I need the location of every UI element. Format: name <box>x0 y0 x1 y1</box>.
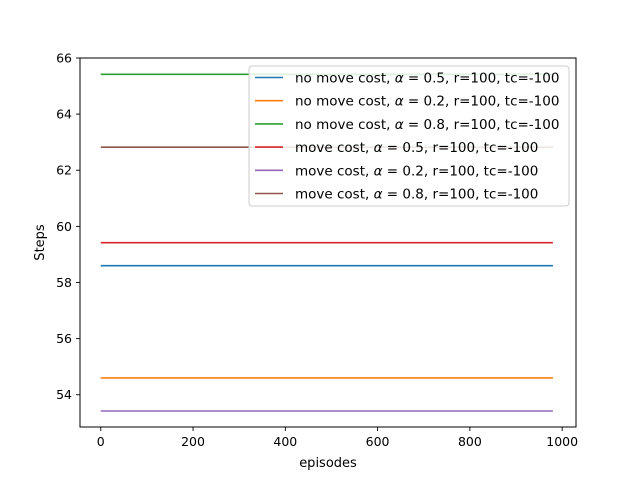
legend-label: no move cost, α = 0.2, r=100, tc=-100 <box>295 94 559 110</box>
legend-alpha-symbol: α <box>395 117 404 133</box>
legend-alpha-symbol: α <box>374 187 383 203</box>
plot-frame <box>79 57 577 428</box>
legend-label: move cost, α = 0.8, r=100, tc=-100 <box>295 187 538 203</box>
x-axis-ticks: 0 200 400 600 800 1000 <box>97 427 578 449</box>
y-tick-label: 62 <box>56 163 72 178</box>
x-tick-label: 400 <box>273 434 297 449</box>
y-tick-label: 56 <box>56 331 72 346</box>
x-tick-label: 0 <box>97 434 105 449</box>
x-tick-label: 800 <box>458 434 482 449</box>
x-tick-label: 200 <box>181 434 205 449</box>
x-tick-label: 1000 <box>546 434 578 449</box>
legend-alpha-symbol: α <box>374 140 383 156</box>
legend: no move cost, α = 0.5, r=100, tc=-100 no … <box>248 65 570 207</box>
y-tick-label: 64 <box>56 107 72 122</box>
x-axis-label: episodes <box>299 456 357 471</box>
y-tick-label: 60 <box>56 219 72 234</box>
legend-label: move cost, α = 0.5, r=100, tc=-100 <box>295 140 538 156</box>
legend-label: no move cost, α = 0.8, r=100, tc=-100 <box>295 117 559 133</box>
y-tick-label: 66 <box>56 51 72 66</box>
y-tick-label: 58 <box>56 275 72 290</box>
legend-box <box>248 65 570 207</box>
legend-alpha-symbol: α <box>395 71 404 87</box>
y-axis-label: Steps <box>33 224 48 261</box>
legend-alpha-symbol: α <box>395 94 404 110</box>
legend-label: move cost, α = 0.2, r=100, tc=-100 <box>295 163 538 179</box>
y-axis-ticks: 54 56 58 60 62 64 66 <box>56 51 80 402</box>
x-tick-label: 600 <box>366 434 390 449</box>
legend-alpha-symbol: α <box>374 163 383 179</box>
y-tick-label: 54 <box>56 387 72 402</box>
legend-label: no move cost, α = 0.5, r=100, tc=-100 <box>295 71 559 87</box>
